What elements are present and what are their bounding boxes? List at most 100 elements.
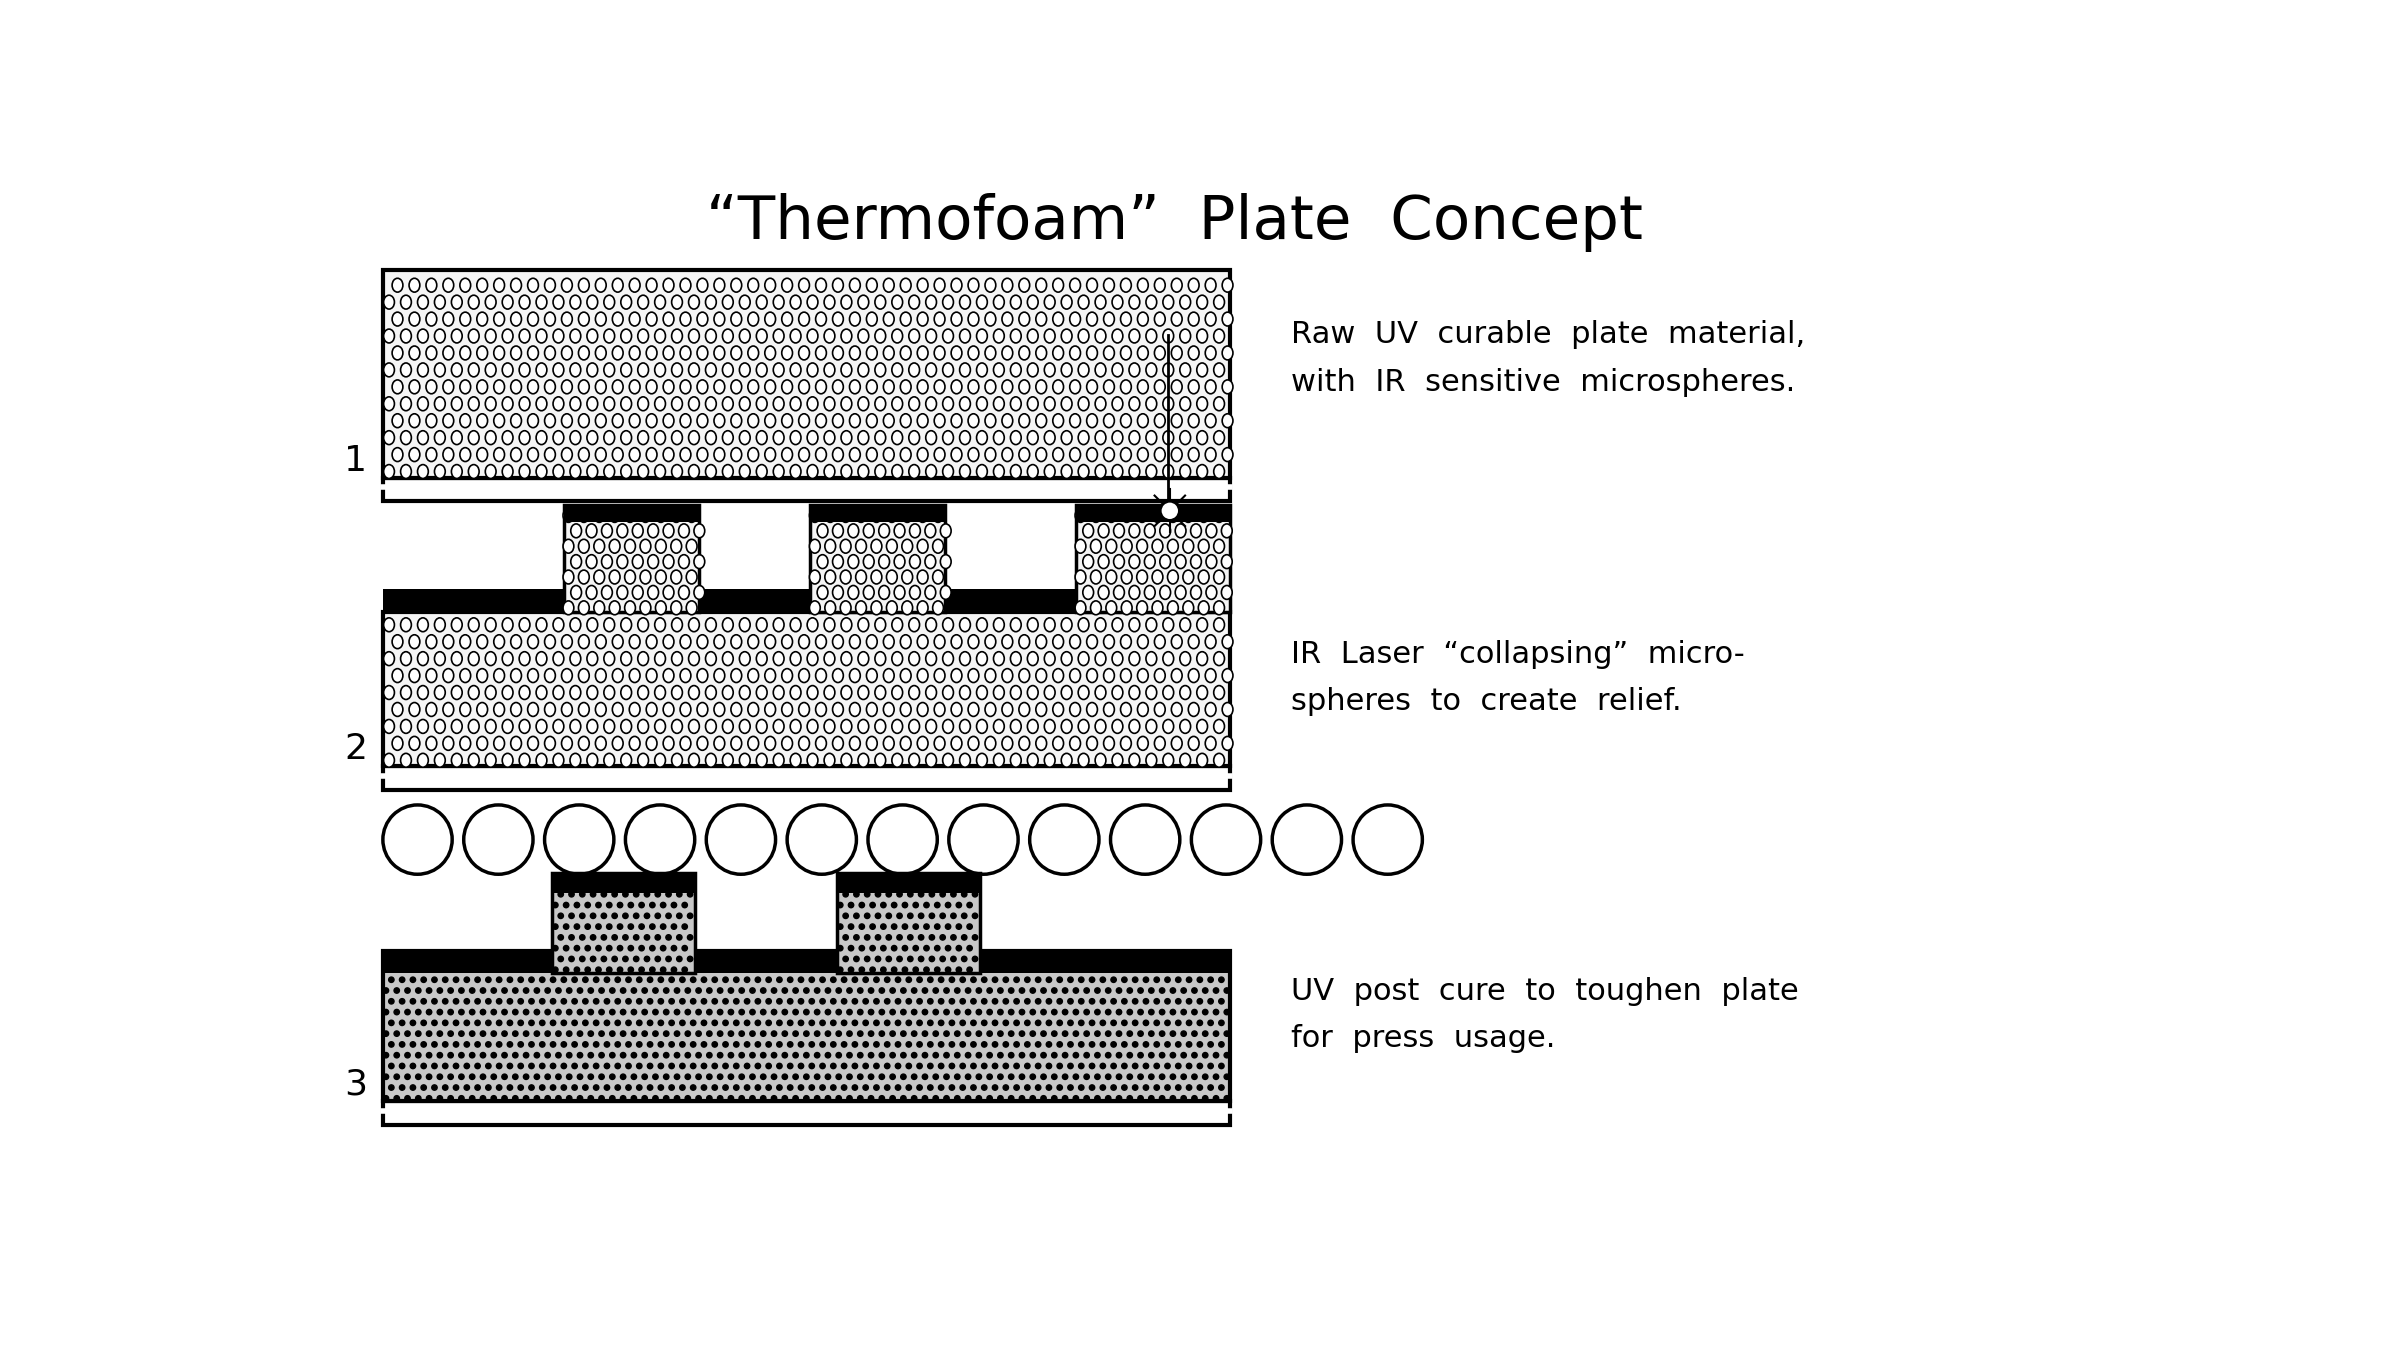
Circle shape xyxy=(945,945,950,950)
Circle shape xyxy=(708,1053,713,1058)
Ellipse shape xyxy=(629,668,641,683)
Circle shape xyxy=(852,1085,856,1091)
Ellipse shape xyxy=(832,346,844,360)
Ellipse shape xyxy=(849,668,861,683)
Circle shape xyxy=(756,1064,760,1069)
Circle shape xyxy=(998,1031,1003,1037)
Circle shape xyxy=(765,1085,772,1091)
Circle shape xyxy=(1015,1021,1020,1026)
Circle shape xyxy=(1106,1075,1111,1080)
Circle shape xyxy=(1084,1010,1089,1015)
Circle shape xyxy=(571,1064,578,1069)
Circle shape xyxy=(1149,1031,1154,1037)
Ellipse shape xyxy=(1180,296,1190,309)
Circle shape xyxy=(722,1021,729,1026)
Circle shape xyxy=(643,1096,648,1102)
Ellipse shape xyxy=(832,634,844,648)
Circle shape xyxy=(912,1096,916,1102)
Circle shape xyxy=(420,1064,427,1069)
Circle shape xyxy=(573,923,581,929)
Circle shape xyxy=(864,977,868,983)
Circle shape xyxy=(605,1085,609,1091)
Circle shape xyxy=(696,967,701,972)
Ellipse shape xyxy=(535,618,547,632)
Circle shape xyxy=(571,956,578,961)
Ellipse shape xyxy=(739,753,751,767)
Ellipse shape xyxy=(722,464,734,478)
Circle shape xyxy=(1029,988,1036,994)
Ellipse shape xyxy=(545,379,554,394)
Ellipse shape xyxy=(883,414,895,428)
Circle shape xyxy=(897,934,902,940)
Ellipse shape xyxy=(578,509,590,522)
Ellipse shape xyxy=(926,524,936,537)
Circle shape xyxy=(885,999,890,1004)
Circle shape xyxy=(993,1064,998,1069)
Ellipse shape xyxy=(451,618,463,632)
Bar xyxy=(384,952,1231,1102)
Ellipse shape xyxy=(564,570,573,585)
Ellipse shape xyxy=(1197,329,1207,343)
Ellipse shape xyxy=(1113,686,1123,699)
Ellipse shape xyxy=(892,397,902,410)
Circle shape xyxy=(657,999,665,1004)
Circle shape xyxy=(1188,999,1192,1004)
Ellipse shape xyxy=(1152,509,1164,522)
Ellipse shape xyxy=(993,431,1005,444)
Ellipse shape xyxy=(605,464,614,478)
Ellipse shape xyxy=(772,296,784,309)
Ellipse shape xyxy=(571,618,581,632)
Circle shape xyxy=(590,913,595,918)
Circle shape xyxy=(864,891,871,896)
Ellipse shape xyxy=(1197,753,1207,767)
Circle shape xyxy=(835,1096,842,1102)
Circle shape xyxy=(1072,1031,1080,1037)
Ellipse shape xyxy=(1020,736,1029,751)
Circle shape xyxy=(1214,1075,1219,1080)
Ellipse shape xyxy=(1221,524,1233,537)
Circle shape xyxy=(441,1042,449,1048)
Ellipse shape xyxy=(1188,448,1200,462)
Ellipse shape xyxy=(595,736,607,751)
Circle shape xyxy=(1106,1096,1111,1102)
Ellipse shape xyxy=(528,346,537,360)
Circle shape xyxy=(1111,1042,1116,1048)
Ellipse shape xyxy=(799,379,808,394)
Ellipse shape xyxy=(883,379,895,394)
Ellipse shape xyxy=(950,346,962,360)
Ellipse shape xyxy=(892,720,902,733)
Ellipse shape xyxy=(847,555,859,568)
Ellipse shape xyxy=(511,702,521,717)
Circle shape xyxy=(653,1053,657,1058)
Circle shape xyxy=(506,1042,513,1048)
Ellipse shape xyxy=(825,539,835,553)
Ellipse shape xyxy=(1027,329,1039,343)
Circle shape xyxy=(636,956,643,961)
Ellipse shape xyxy=(1003,736,1012,751)
Circle shape xyxy=(900,988,907,994)
Circle shape xyxy=(665,1053,669,1058)
Circle shape xyxy=(835,1010,842,1015)
Circle shape xyxy=(1029,1053,1036,1058)
Ellipse shape xyxy=(1152,539,1164,553)
Ellipse shape xyxy=(1027,618,1039,632)
Ellipse shape xyxy=(612,312,624,325)
Ellipse shape xyxy=(739,720,751,733)
Ellipse shape xyxy=(1164,431,1173,444)
Circle shape xyxy=(686,1010,691,1015)
Circle shape xyxy=(643,1053,648,1058)
Ellipse shape xyxy=(876,464,885,478)
Ellipse shape xyxy=(1188,634,1200,648)
Ellipse shape xyxy=(427,346,437,360)
Circle shape xyxy=(607,967,612,972)
Ellipse shape xyxy=(883,736,895,751)
Circle shape xyxy=(600,1031,605,1037)
Circle shape xyxy=(1209,1021,1214,1026)
Circle shape xyxy=(657,1085,665,1091)
Ellipse shape xyxy=(588,652,597,666)
Circle shape xyxy=(636,1064,643,1069)
Bar xyxy=(564,505,698,613)
Circle shape xyxy=(645,891,650,896)
Ellipse shape xyxy=(595,601,605,614)
Circle shape xyxy=(885,1021,890,1026)
